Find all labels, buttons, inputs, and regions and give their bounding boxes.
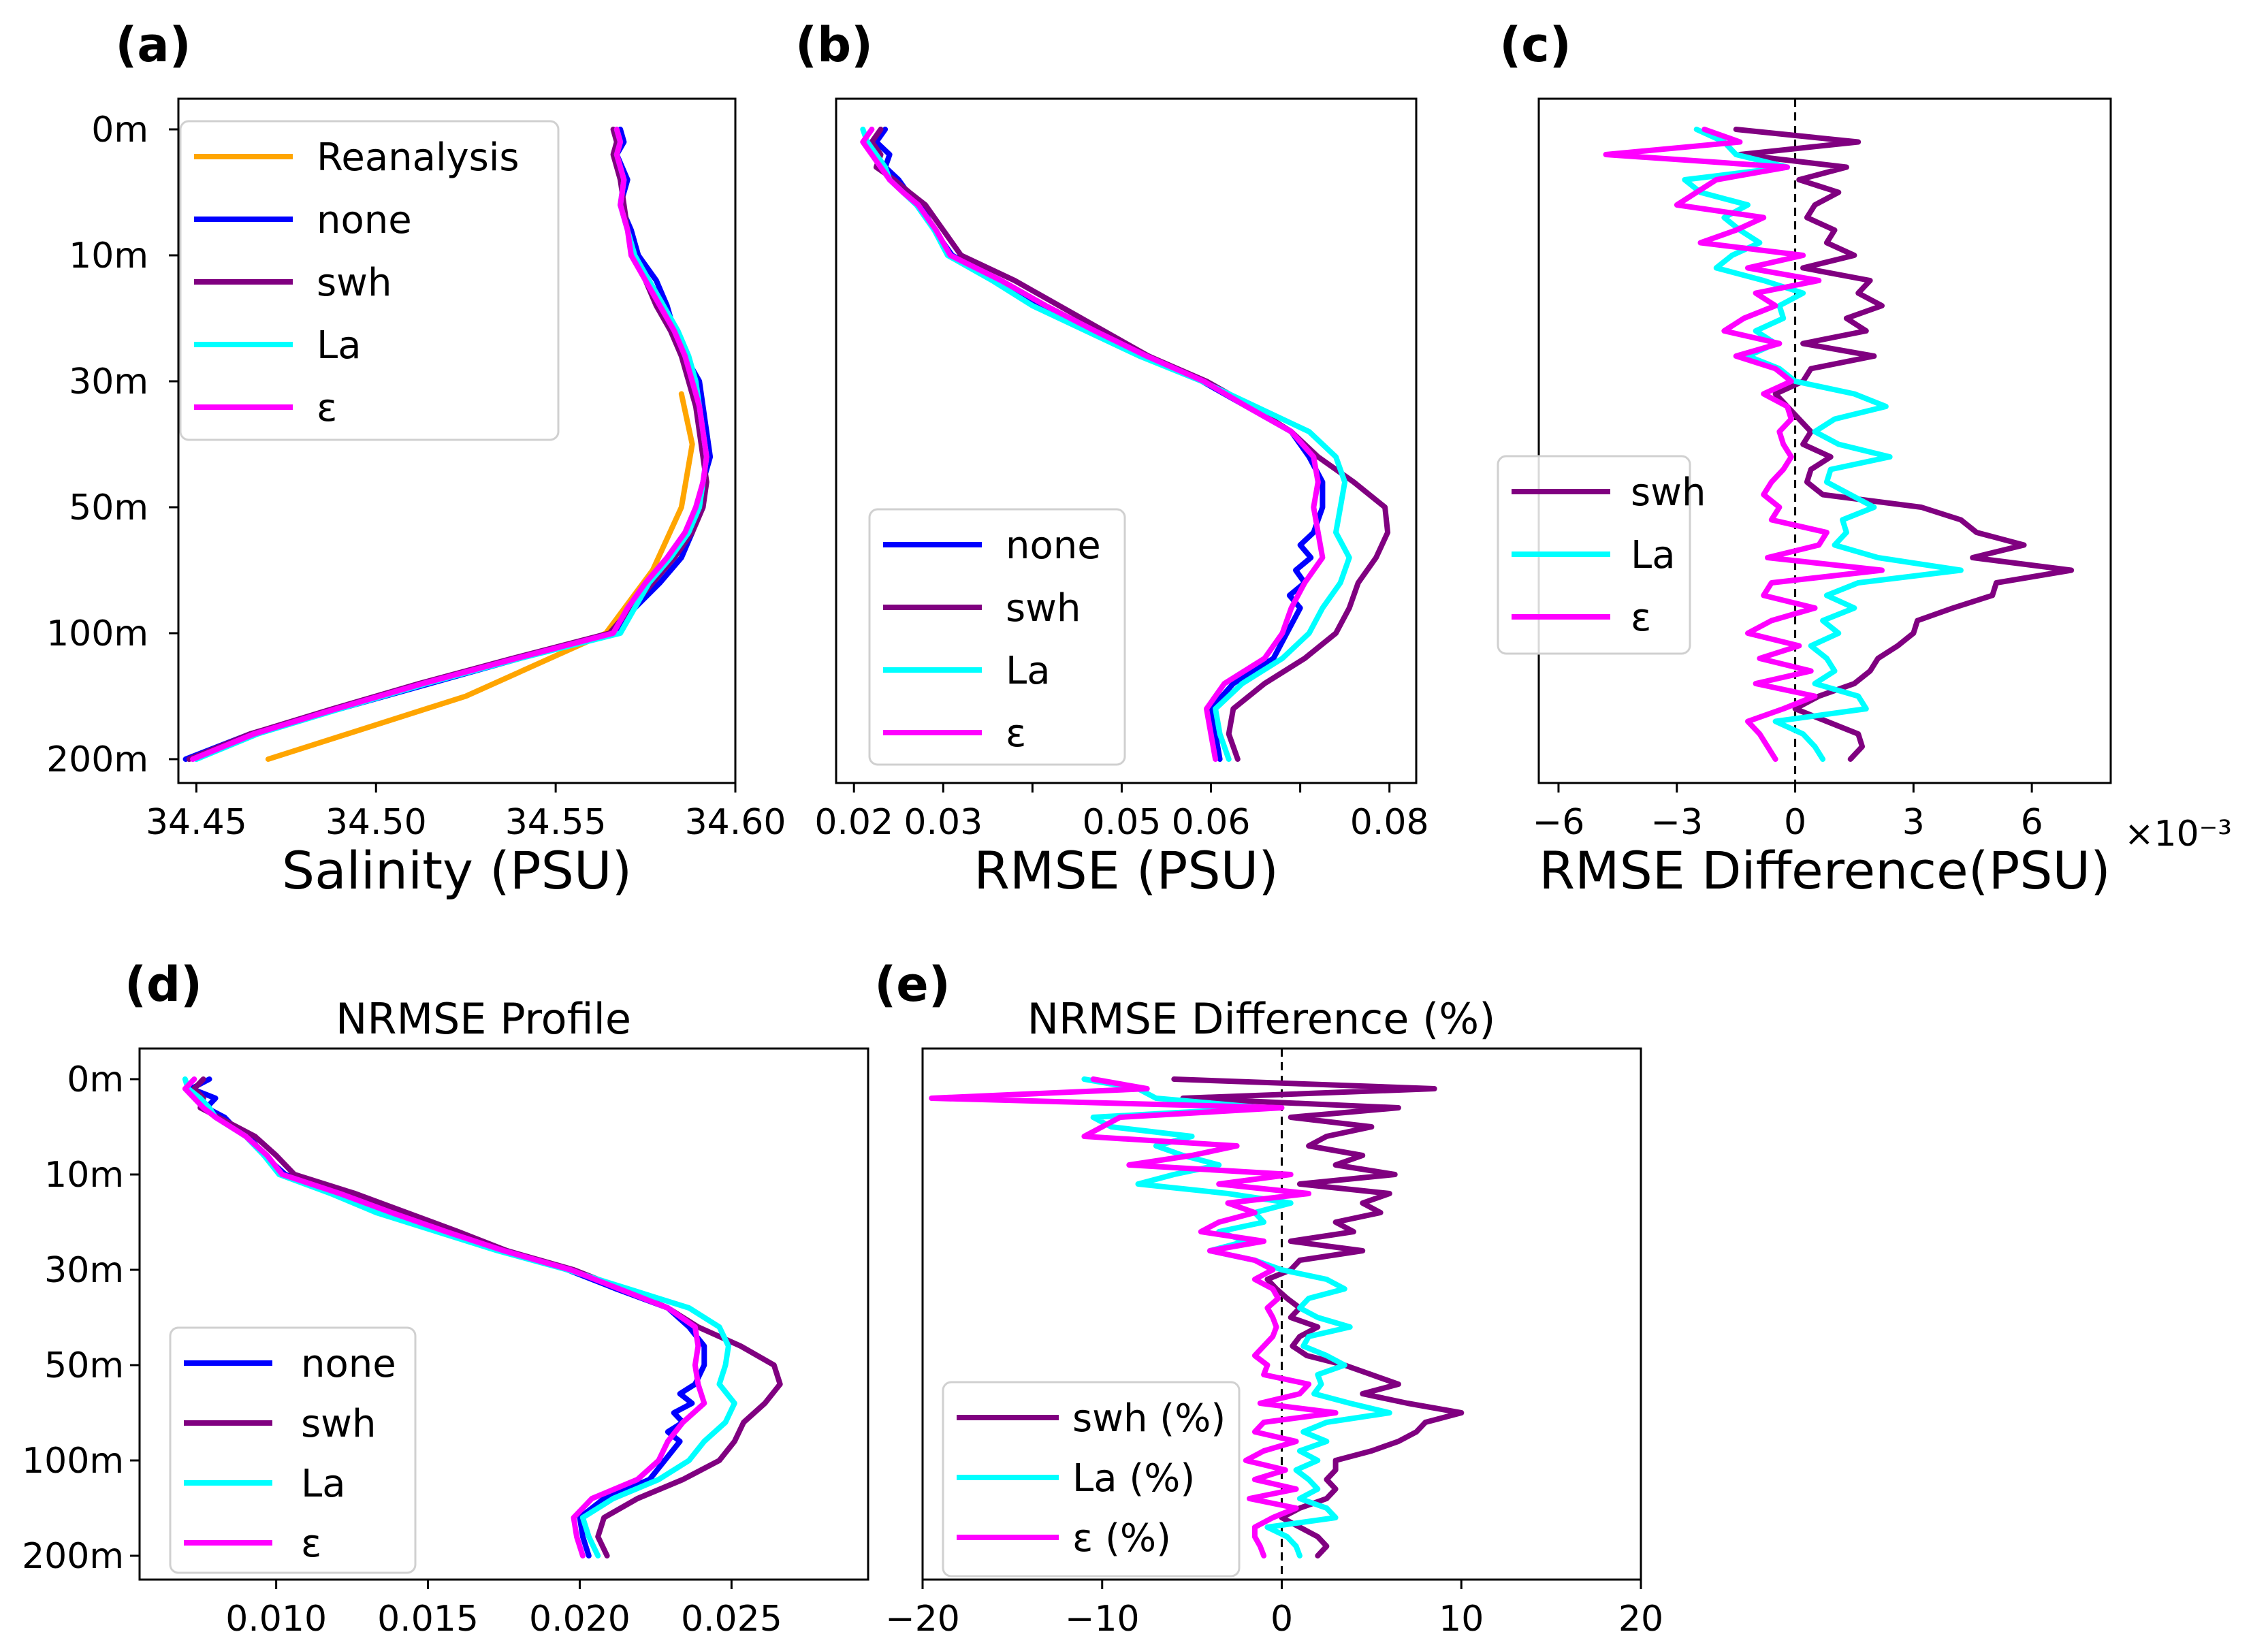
panel-label: (e) xyxy=(874,957,950,1012)
x-tick-label: 0 xyxy=(1271,1599,1293,1640)
legend-label: ε xyxy=(1631,596,1651,640)
panel-label: (d) xyxy=(125,957,202,1012)
plot-frame xyxy=(138,1047,869,1581)
legend-label: ε xyxy=(317,386,337,430)
x-tick-label: −6 xyxy=(1533,802,1585,843)
y-tick-label: 100m xyxy=(46,613,148,654)
x-scale-label: ×10⁻³ xyxy=(2124,814,2232,854)
series-line-epsilon xyxy=(929,1076,1339,1558)
panel-d: (d) NRMSE Profile 0.010 0.015 0.020 0.025 0m 10… xyxy=(22,957,869,1640)
y-tick-label: 0m xyxy=(67,1059,124,1100)
legend-label: La xyxy=(301,1462,346,1506)
series-line-epsilon xyxy=(860,127,1326,762)
legend-label: swh xyxy=(1006,586,1081,630)
legend-box xyxy=(169,1326,417,1574)
x-tick-label: −20 xyxy=(885,1599,960,1640)
legend-box xyxy=(179,120,560,441)
panel-label: (a) xyxy=(115,17,191,73)
x-tick-label: 34.50 xyxy=(325,802,427,843)
y-tick-label: 10m xyxy=(69,236,148,276)
y-tick-label: 10m xyxy=(44,1155,124,1196)
x-tick-label: 0.025 xyxy=(681,1599,782,1640)
panel-label: (c) xyxy=(1499,17,1571,73)
series-line-swh xyxy=(1733,127,2075,762)
series-line-epsilon xyxy=(1603,127,1885,762)
x-tick-label: 10 xyxy=(1439,1599,1484,1640)
x-axis-label: RMSE (PSU) xyxy=(974,840,1279,901)
series-line-Reanalysis xyxy=(265,391,695,762)
x-axis-label: Salinity (PSU) xyxy=(282,840,632,901)
legend-label: none xyxy=(1006,524,1101,568)
plot-frame xyxy=(835,97,1418,784)
series-line-La xyxy=(1682,127,1964,762)
plot-frame xyxy=(177,97,737,784)
legend-label: swh xyxy=(301,1402,376,1446)
y-tick-label: 200m xyxy=(46,739,148,780)
panel-e: (e) NRMSE Difference (%) −20 −10 0 10 20 swh (%… xyxy=(874,957,1663,1640)
x-tick-label: 34.45 xyxy=(146,802,247,843)
x-tick-label: 20 xyxy=(1618,1599,1663,1640)
x-tick-label: 0.03 xyxy=(904,802,983,843)
legend-box xyxy=(942,1381,1241,1578)
legend-label: none xyxy=(317,198,412,242)
legend: none swh La ε xyxy=(169,1326,417,1574)
legend-label: none xyxy=(301,1342,396,1386)
legend: swh La ε xyxy=(1497,455,1706,655)
x-tick-label: −3 xyxy=(1650,802,1703,843)
x-tick-label: 0.02 xyxy=(814,802,893,843)
panel-a: (a) 34.45 34.50 34.55 34.60 0m 10m 30m 50m 100m 20… xyxy=(46,17,786,901)
legend: Reanalysis none swh La ε xyxy=(179,120,560,441)
x-tick-label: 6 xyxy=(2021,802,2043,843)
y-tick-label: 30m xyxy=(69,362,148,402)
y-tick-label: 50m xyxy=(69,487,148,528)
y-tick-label: 100m xyxy=(22,1441,124,1482)
legend-label: ε xyxy=(301,1522,321,1566)
legend-label: swh xyxy=(317,261,392,305)
panel-title: NRMSE Difference (%) xyxy=(1027,994,1496,1044)
y-tick-label: 200m xyxy=(22,1536,124,1577)
x-axis-label: RMSE Difference(PSU) xyxy=(1539,840,2111,901)
y-tick-label: 0m xyxy=(91,110,148,150)
series-line-epsilon xyxy=(190,127,709,762)
x-tick-label: −10 xyxy=(1065,1599,1140,1640)
legend-label: Reanalysis xyxy=(317,135,520,180)
legend-label: La (%) xyxy=(1072,1456,1195,1501)
y-tick-label: 50m xyxy=(44,1345,124,1386)
legend-label: La xyxy=(1631,533,1676,577)
x-tick-label: 0.08 xyxy=(1350,802,1429,843)
panel-b: (b) 0.02 0.03 0.05 0.06 0.08 RMSE (PSU) none swh… xyxy=(795,17,1429,901)
series-line-La xyxy=(1081,1076,1392,1558)
legend: swh (%) La (%) ε (%) xyxy=(942,1381,1241,1578)
x-tick-label: 0.020 xyxy=(529,1599,630,1640)
legend-label: swh xyxy=(1631,470,1706,515)
x-tick-label: 0.015 xyxy=(377,1599,479,1640)
y-tick-label: 30m xyxy=(44,1250,124,1291)
x-tick-label: 0 xyxy=(1784,802,1806,843)
panel-title: NRMSE Profile xyxy=(336,994,631,1044)
x-tick-label: 0.05 xyxy=(1083,802,1162,843)
legend-label: ε (%) xyxy=(1072,1516,1171,1561)
x-tick-label: 0.06 xyxy=(1172,802,1251,843)
x-tick-label: 3 xyxy=(1902,802,1925,843)
legend-label: La xyxy=(317,323,362,368)
x-tick-label: 34.60 xyxy=(685,802,786,843)
panel-label: (b) xyxy=(795,17,873,73)
legend-label: swh (%) xyxy=(1072,1396,1226,1441)
legend-label: ε xyxy=(1006,711,1026,756)
x-tick-label: 34.55 xyxy=(505,802,607,843)
legend-box xyxy=(868,508,1126,766)
series-line-swh xyxy=(1171,1076,1465,1558)
legend: none swh La ε xyxy=(868,508,1126,766)
plot-frame xyxy=(1537,97,2112,784)
legend-label: La xyxy=(1006,649,1051,693)
x-tick-label: 0.010 xyxy=(225,1599,327,1640)
series-line-epsilon xyxy=(182,1076,707,1558)
